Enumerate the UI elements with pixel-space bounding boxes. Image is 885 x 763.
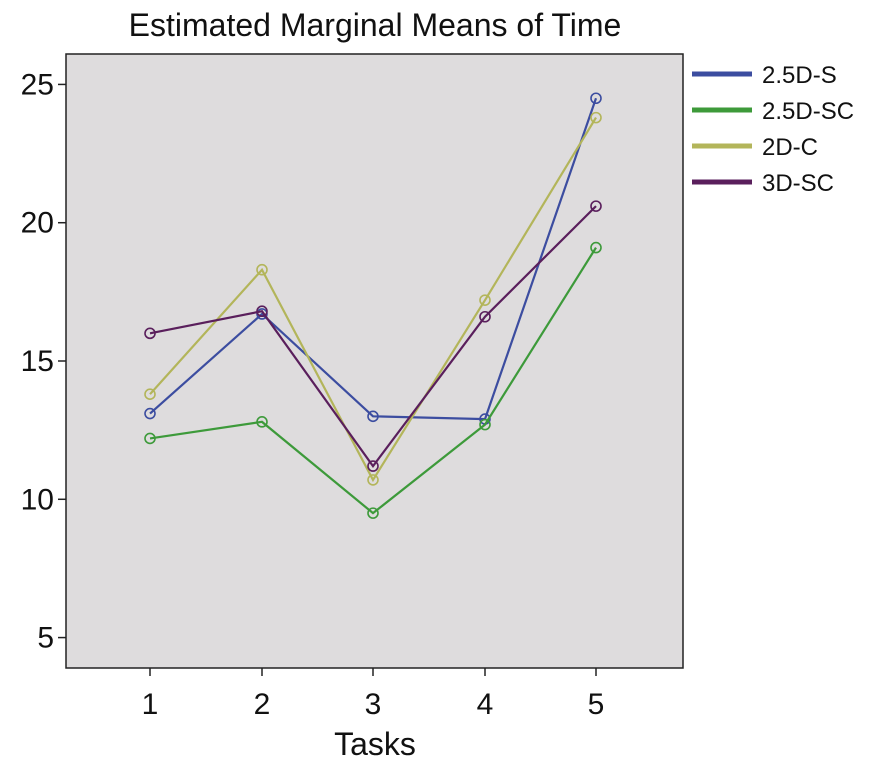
y-axis: 5 10 15 20 25 (21, 68, 66, 655)
data-point (256, 305, 268, 318)
data-point (479, 310, 491, 323)
y-tick-label: 25 (21, 68, 54, 101)
data-point (367, 474, 379, 486)
data-point (367, 460, 379, 472)
y-tick-label: 5 (37, 622, 54, 655)
x-axis-label: Tasks (334, 726, 416, 762)
data-point (144, 432, 156, 445)
data-point (367, 507, 379, 519)
legend-label: 3D-SC (762, 170, 834, 197)
series-line-3d-sc (149, 205, 597, 468)
legend: 2.5D-S 2.5D-SC 2D-C 3D-SC (692, 62, 854, 197)
data-point (590, 111, 602, 124)
series-line-2d-c (149, 117, 597, 483)
y-tick-label: 15 (21, 345, 54, 378)
data-point (367, 410, 379, 423)
y-tick-label: 20 (21, 207, 54, 240)
data-point (144, 327, 156, 340)
x-tick-label: 1 (142, 688, 159, 721)
data-point (256, 263, 268, 276)
x-axis: 1 2 3 4 5 (142, 668, 605, 721)
series-line-25d-sc (149, 247, 597, 515)
data-point (590, 200, 602, 212)
series-group (144, 92, 602, 519)
plot-area (65, 53, 684, 669)
x-tick-label: 2 (254, 688, 271, 721)
data-point (590, 241, 602, 254)
data-point (479, 418, 491, 431)
legend-label: 2.5D-S (762, 62, 837, 89)
data-point (256, 416, 268, 428)
data-point (144, 388, 156, 400)
x-tick-label: 4 (477, 688, 494, 721)
series-line-25d-s (149, 97, 598, 421)
legend-label: 2D-C (762, 134, 818, 161)
data-point (479, 294, 491, 306)
x-tick-label: 5 (588, 688, 605, 721)
chart-title: Estimated Marginal Means of Time (129, 7, 622, 43)
legend-label: 2.5D-SC (762, 98, 854, 125)
data-point (144, 407, 156, 420)
x-tick-label: 3 (365, 688, 382, 721)
data-point (590, 92, 602, 105)
y-tick-label: 10 (21, 483, 54, 516)
